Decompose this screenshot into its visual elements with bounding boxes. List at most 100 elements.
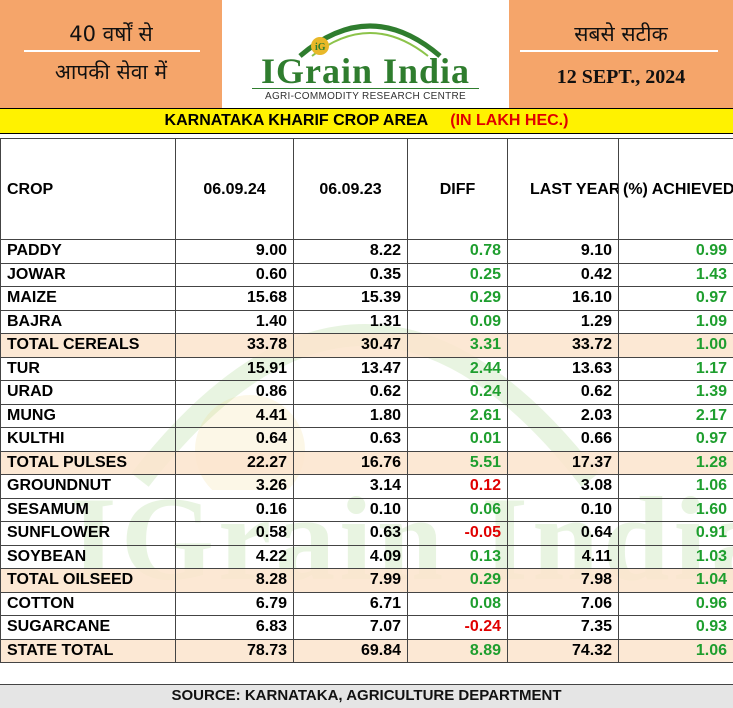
previous-area-cell: 8.22 [293,239,408,264]
tagline-divider [24,50,200,52]
table-row: TOTAL OILSEED 8.28 7.99 0.29 7.98 1.04 [0,568,733,593]
diff-cell: 0.13 [407,544,508,569]
previous-area-cell: 69.84 [293,638,408,663]
last-year-total-cell: 16.10 [507,286,619,311]
column-header-crop: CROP [0,138,176,240]
last-year-total-cell: 7.35 [507,615,619,640]
achieved-pct-cell: 1.03 [618,544,733,569]
previous-area-cell: 7.99 [293,568,408,593]
achieved-pct-cell: 1.17 [618,356,733,381]
current-area-cell: 0.86 [175,380,294,405]
last-year-total-cell: 4.11 [507,544,619,569]
current-area-cell: 0.60 [175,262,294,287]
diff-cell: -0.24 [407,615,508,640]
current-area-cell: 15.91 [175,356,294,381]
diff-cell: 2.61 [407,403,508,428]
crop-cell: STATE TOTAL [0,638,176,663]
table-row: TUR 15.91 13.47 2.44 13.63 1.17 [0,356,733,381]
column-header-previous: 06.09.23 [293,138,408,240]
crop-cell: SUGARCANE [0,615,176,640]
column-header-achieved-pct: (%) ACHIEVED 06.09.24 VS LY TOTAL [618,138,733,240]
previous-area-cell: 0.63 [293,427,408,452]
achieved-pct-cell: 1.43 [618,262,733,287]
logo-underline [252,88,479,89]
achieved-pct-cell: 0.99 [618,239,733,264]
crop-cell: MUNG [0,403,176,428]
achieved-pct-cell: 0.97 [618,286,733,311]
diff-cell: 0.01 [407,427,508,452]
diff-cell: 2.44 [407,356,508,381]
brand-logo-text: IGrain India [260,51,471,91]
last-year-total-cell: 33.72 [507,333,619,358]
crop-cell: PADDY [0,239,176,264]
previous-area-cell: 6.71 [293,591,408,616]
current-area-cell: 22.27 [175,450,294,475]
crop-cell: TOTAL PULSES [0,450,176,475]
last-year-total-cell: 74.32 [507,638,619,663]
report-date: 12 SEPT., 2024 [556,66,686,88]
table-row: STATE TOTAL 78.73 69.84 8.89 74.32 1.06 [0,638,733,663]
last-year-total-cell: 13.63 [507,356,619,381]
column-header-current: 06.09.24 [175,138,294,240]
diff-cell: 0.06 [407,497,508,522]
tagline-accurate: सबसे सटीक [574,22,668,46]
tagline-service: आपकी सेवा में [54,60,168,84]
brand-subtitle: AGRI-COMMODITY RESEARCH CENTRE [264,91,467,102]
current-area-cell: 0.16 [175,497,294,522]
crop-cell: MAIZE [0,286,176,311]
diff-cell: 3.31 [407,333,508,358]
logo-panel [222,0,509,108]
crop-cell: SOYBEAN [0,544,176,569]
crop-cell: URAD [0,380,176,405]
crop-cell: TUR [0,356,176,381]
previous-area-cell: 30.47 [293,333,408,358]
table-row: SOYBEAN 4.22 4.09 0.13 4.11 1.03 [0,544,733,569]
diff-cell: 0.08 [407,591,508,616]
svg-text:iG: iG [315,42,326,53]
diff-cell: 0.25 [407,262,508,287]
current-area-cell: 3.26 [175,474,294,499]
diff-cell: 5.51 [407,450,508,475]
current-area-cell: 0.64 [175,427,294,452]
crop-cell: JOWAR [0,262,176,287]
achieved-pct-cell: 1.06 [618,474,733,499]
achieved-pct-cell: 1.39 [618,380,733,405]
column-header-last-year-total: LAST YEAR TOTAL [507,138,619,240]
crop-cell: TOTAL OILSEED [0,568,176,593]
current-area-cell: 9.00 [175,239,294,264]
table-body: PADDY 9.00 8.22 0.78 9.10 0.99 JOWAR 0.60 0.35 0.… [0,239,733,663]
previous-area-cell: 0.62 [293,380,408,405]
table-row: SUGARCANE 6.83 7.07 -0.24 7.35 0.93 [0,615,733,640]
crop-cell: KULTHI [0,427,176,452]
table-row: BAJRA 1.40 1.31 0.09 1.29 1.09 [0,309,733,334]
crop-cell: COTTON [0,591,176,616]
table-row: SESAMUM 0.16 0.10 0.06 0.10 1.60 [0,497,733,522]
previous-area-cell: 1.80 [293,403,408,428]
table-unit-text: (IN LAKH HEC.) [450,112,569,129]
last-year-total-cell: 0.10 [507,497,619,522]
diff-cell: 0.12 [407,474,508,499]
table-row: SUNFLOWER 0.58 0.63 -0.05 0.64 0.91 [0,521,733,546]
current-area-cell: 0.58 [175,521,294,546]
table-row: PADDY 9.00 8.22 0.78 9.10 0.99 [0,239,733,264]
diff-cell: 0.09 [407,309,508,334]
previous-area-cell: 0.35 [293,262,408,287]
diff-cell: -0.05 [407,521,508,546]
diff-cell: 0.78 [407,239,508,264]
tagline-divider-right [520,50,718,52]
previous-area-cell: 16.76 [293,450,408,475]
current-area-cell: 78.73 [175,638,294,663]
table-row: COTTON 6.79 6.71 0.08 7.06 0.96 [0,591,733,616]
source-note: SOURCE: KARNATAKA, AGRICULTURE DEPARTMEN… [0,684,733,708]
achieved-pct-cell: 1.00 [618,333,733,358]
diff-cell: 0.29 [407,568,508,593]
diff-cell: 0.24 [407,380,508,405]
current-area-cell: 33.78 [175,333,294,358]
table-row: JOWAR 0.60 0.35 0.25 0.42 1.43 [0,262,733,287]
table-row: URAD 0.86 0.62 0.24 0.62 1.39 [0,380,733,405]
last-year-total-cell: 2.03 [507,403,619,428]
table-header-row: CROP 06.09.24 06.09.23 DIFF LAST YEAR TO… [0,138,733,240]
previous-area-cell: 15.39 [293,286,408,311]
achieved-pct-cell: 0.96 [618,591,733,616]
